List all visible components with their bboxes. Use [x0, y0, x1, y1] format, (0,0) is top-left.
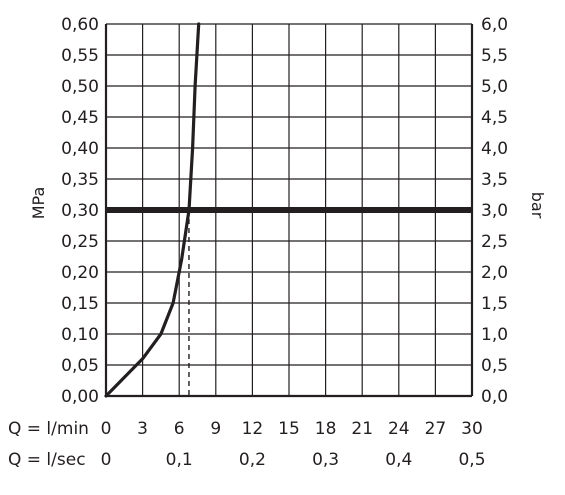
- y-left-tick-label: 0,20: [61, 263, 99, 283]
- x-lmin-tick-label: 0: [101, 419, 112, 439]
- y-left-tick-label: 0,35: [61, 170, 99, 190]
- x-lmin-tick-label: 21: [351, 419, 373, 439]
- y-left-tick-label: 0,10: [61, 325, 99, 345]
- y-right-tick-label: 5,5: [481, 46, 508, 66]
- y-left-tick-label: 0,40: [61, 139, 99, 159]
- x-lsec-tick-label: 0,1: [166, 450, 193, 470]
- x-lsec-tick-label: 0,5: [458, 450, 485, 470]
- y-left-tick-label: 0,50: [61, 77, 99, 97]
- y-right-tick-label: 0,0: [481, 387, 508, 407]
- x-lsec-tick-label: 0: [101, 450, 112, 470]
- y-right-tick-label: 2,5: [481, 232, 508, 252]
- x-lmin-tick-label: 15: [278, 419, 300, 439]
- y-right-tick-label: 2,0: [481, 263, 508, 283]
- x-axis-lmin: 0 3 6 9 12 15 18 21 24 27 30: [101, 419, 483, 439]
- y-left-tick-label: 0,55: [61, 46, 99, 66]
- y-right-tick-label: 4,5: [481, 108, 508, 128]
- y-axis-left-title: MPa: [29, 187, 48, 220]
- y-right-tick-label: 6,0: [481, 15, 508, 35]
- y-right-tick-label: 4,0: [481, 139, 508, 159]
- x-lmin-tick-label: 6: [174, 419, 185, 439]
- y-right-tick-label: 3,0: [481, 201, 508, 221]
- x-lsec-tick-label: 0,4: [385, 450, 412, 470]
- y-axis-right: 0,0 0,5 1,0 1,5 2,0 2,5 3,0 3,5 4,0 4,5 5,0 5,5 6,0: [481, 15, 508, 407]
- x-lmin-tick-label: 18: [315, 419, 337, 439]
- x-lmin-tick-label: 27: [425, 419, 447, 439]
- x-lsec-tick-label: 0,2: [239, 450, 266, 470]
- y-left-tick-label: 0,15: [61, 294, 99, 314]
- x-lmin-tick-label: 12: [242, 419, 264, 439]
- y-right-tick-label: 3,5: [481, 170, 508, 190]
- x-lsec-tick-label: 0,3: [312, 450, 339, 470]
- x-axis-lmin-title: Q = l/min: [8, 419, 89, 439]
- x-lmin-tick-label: 3: [137, 419, 148, 439]
- plot-area: [104, 22, 472, 398]
- y-left-tick-label: 0,00: [61, 387, 99, 407]
- x-axis-lsec: 0 0,1 0,2 0,3 0,4 0,5: [101, 450, 486, 470]
- x-lmin-tick-label: 9: [210, 419, 221, 439]
- y-right-tick-label: 0,5: [481, 356, 508, 376]
- y-right-tick-label: 5,0: [481, 77, 508, 97]
- y-axis-right-title: bar: [528, 192, 547, 219]
- y-axis-left: 0,00 0,05 0,10 0,15 0,20 0,25 0,30 0,35 0,40 0,45…: [61, 15, 99, 407]
- y-left-tick-label: 0,60: [61, 15, 99, 35]
- y-right-tick-label: 1,5: [481, 294, 508, 314]
- flow-curve: [104, 22, 201, 398]
- x-lmin-tick-label: 30: [461, 419, 483, 439]
- y-left-tick-label: 0,45: [61, 108, 99, 128]
- x-axis-lsec-title: Q = l/sec: [8, 450, 86, 470]
- y-right-tick-label: 1,0: [481, 325, 508, 345]
- y-left-tick-label: 0,05: [61, 356, 99, 376]
- y-left-tick-label: 0,25: [61, 232, 99, 252]
- y-left-tick-label: 0,30: [61, 201, 99, 221]
- x-lmin-tick-label: 24: [388, 419, 410, 439]
